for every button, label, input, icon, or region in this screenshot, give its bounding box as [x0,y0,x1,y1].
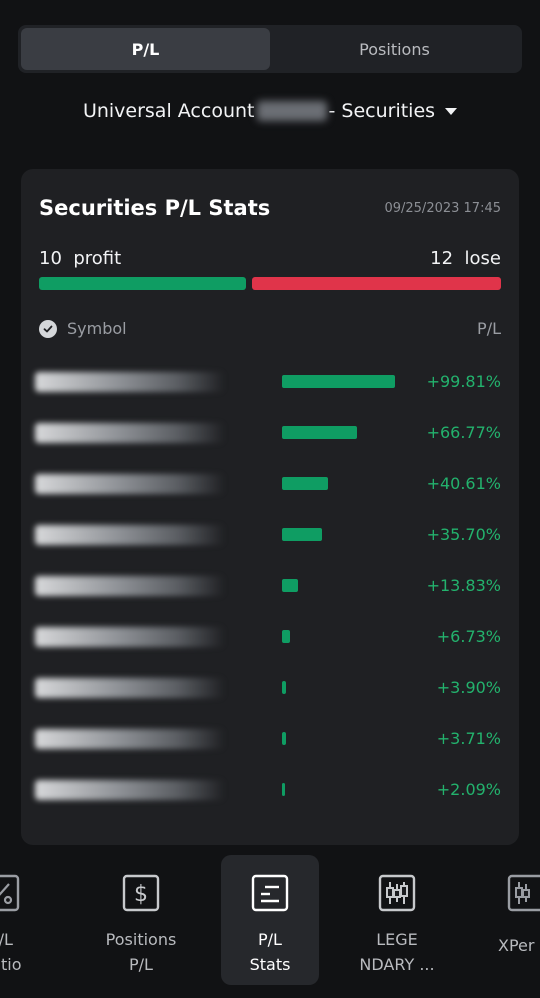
pl-bar [282,528,322,541]
col-pl: P/L [477,319,501,338]
pl-bar [282,732,286,745]
table-row[interactable]: +2.09% [35,764,501,815]
nav-pl-stats[interactable]: P/L Stats [221,855,319,985]
table-row[interactable]: +13.83% [35,560,501,611]
table-header: Symbol P/L [39,319,501,338]
candlestick-icon [507,874,540,912]
pl-bar [282,783,285,796]
pl-bar [282,375,395,388]
profit-lose-counts: 10 profit 12 lose [39,248,501,269]
redacted-symbol [35,524,225,545]
check-circle-icon[interactable] [39,319,57,338]
redacted-symbol [35,626,225,647]
svg-text:$: $ [134,882,148,907]
table-row[interactable]: +3.71% [35,713,501,764]
table-row[interactable]: +35.70% [35,509,501,560]
pl-list: +99.81% +66.77% +40.61% +35.70% +13.83% +6.73… [35,356,501,815]
nav-pl-ratio[interactable]: P/L Ratio [0,855,50,985]
pl-bar [282,579,298,592]
tab-pl[interactable]: P/L [21,28,270,70]
pl-value: +99.81% [426,372,501,391]
candlestick-icon [378,874,416,912]
pl-value: +40.61% [426,474,501,493]
pl-bar [282,681,286,694]
profit-lose-ratio-bar [39,277,501,290]
percent-icon [0,874,20,912]
pl-bar [282,426,357,439]
account-name: Universal Account [82,100,255,122]
nav-positions-pl[interactable]: $ Positions P/L [92,855,190,985]
redacted-symbol [35,575,225,596]
col-symbol: Symbol [67,319,127,338]
lose-count: 12 lose [430,248,501,269]
table-row[interactable]: +3.90% [35,662,501,713]
redacted-symbol [35,422,225,443]
table-row[interactable]: +40.61% [35,458,501,509]
dollar-icon: $ [122,874,160,912]
caret-down-icon[interactable] [445,107,458,115]
nav-xper[interactable]: XPer [476,855,540,985]
profit-segment [39,277,247,290]
redacted-symbol [35,728,225,749]
account-selector[interactable]: Universal Account - Securities [0,100,540,122]
profit-count: 10 profit [39,248,122,269]
stats-timestamp: 09/25/2023 17:45 [384,201,501,216]
bottom-nav: P/L Ratio $ Positions P/L P/L Stats LEGE… [0,855,540,990]
redacted-symbol [35,473,225,494]
redacted-account-id [256,101,327,121]
pl-stats-card: Securities P/L Stats 09/25/2023 17:45 10… [21,169,519,845]
redacted-symbol [35,677,225,698]
pl-value: +35.70% [426,525,501,544]
pl-bar [282,630,290,643]
tab-positions[interactable]: Positions [359,39,430,59]
table-row[interactable]: +66.77% [35,407,501,458]
pl-value: +66.77% [426,423,501,442]
pl-value: +3.71% [436,729,501,748]
account-type: - Securities [328,100,436,122]
table-row[interactable]: +99.81% [35,356,501,407]
pl-value: +2.09% [436,780,501,799]
table-row[interactable]: +6.73% [35,611,501,662]
redacted-symbol [35,371,225,392]
lose-segment [252,277,501,290]
pl-value: +6.73% [436,627,501,646]
pl-value: +13.83% [426,576,501,595]
stats-icon [251,874,289,912]
pl-value: +3.90% [436,678,501,697]
pl-bar [282,477,328,490]
pl-positions-toggle: P/L Positions [18,25,522,73]
redacted-symbol [35,779,225,800]
nav-legendary[interactable]: LEGE NDARY ... [348,855,446,985]
card-title: Securities P/L Stats [39,196,271,220]
